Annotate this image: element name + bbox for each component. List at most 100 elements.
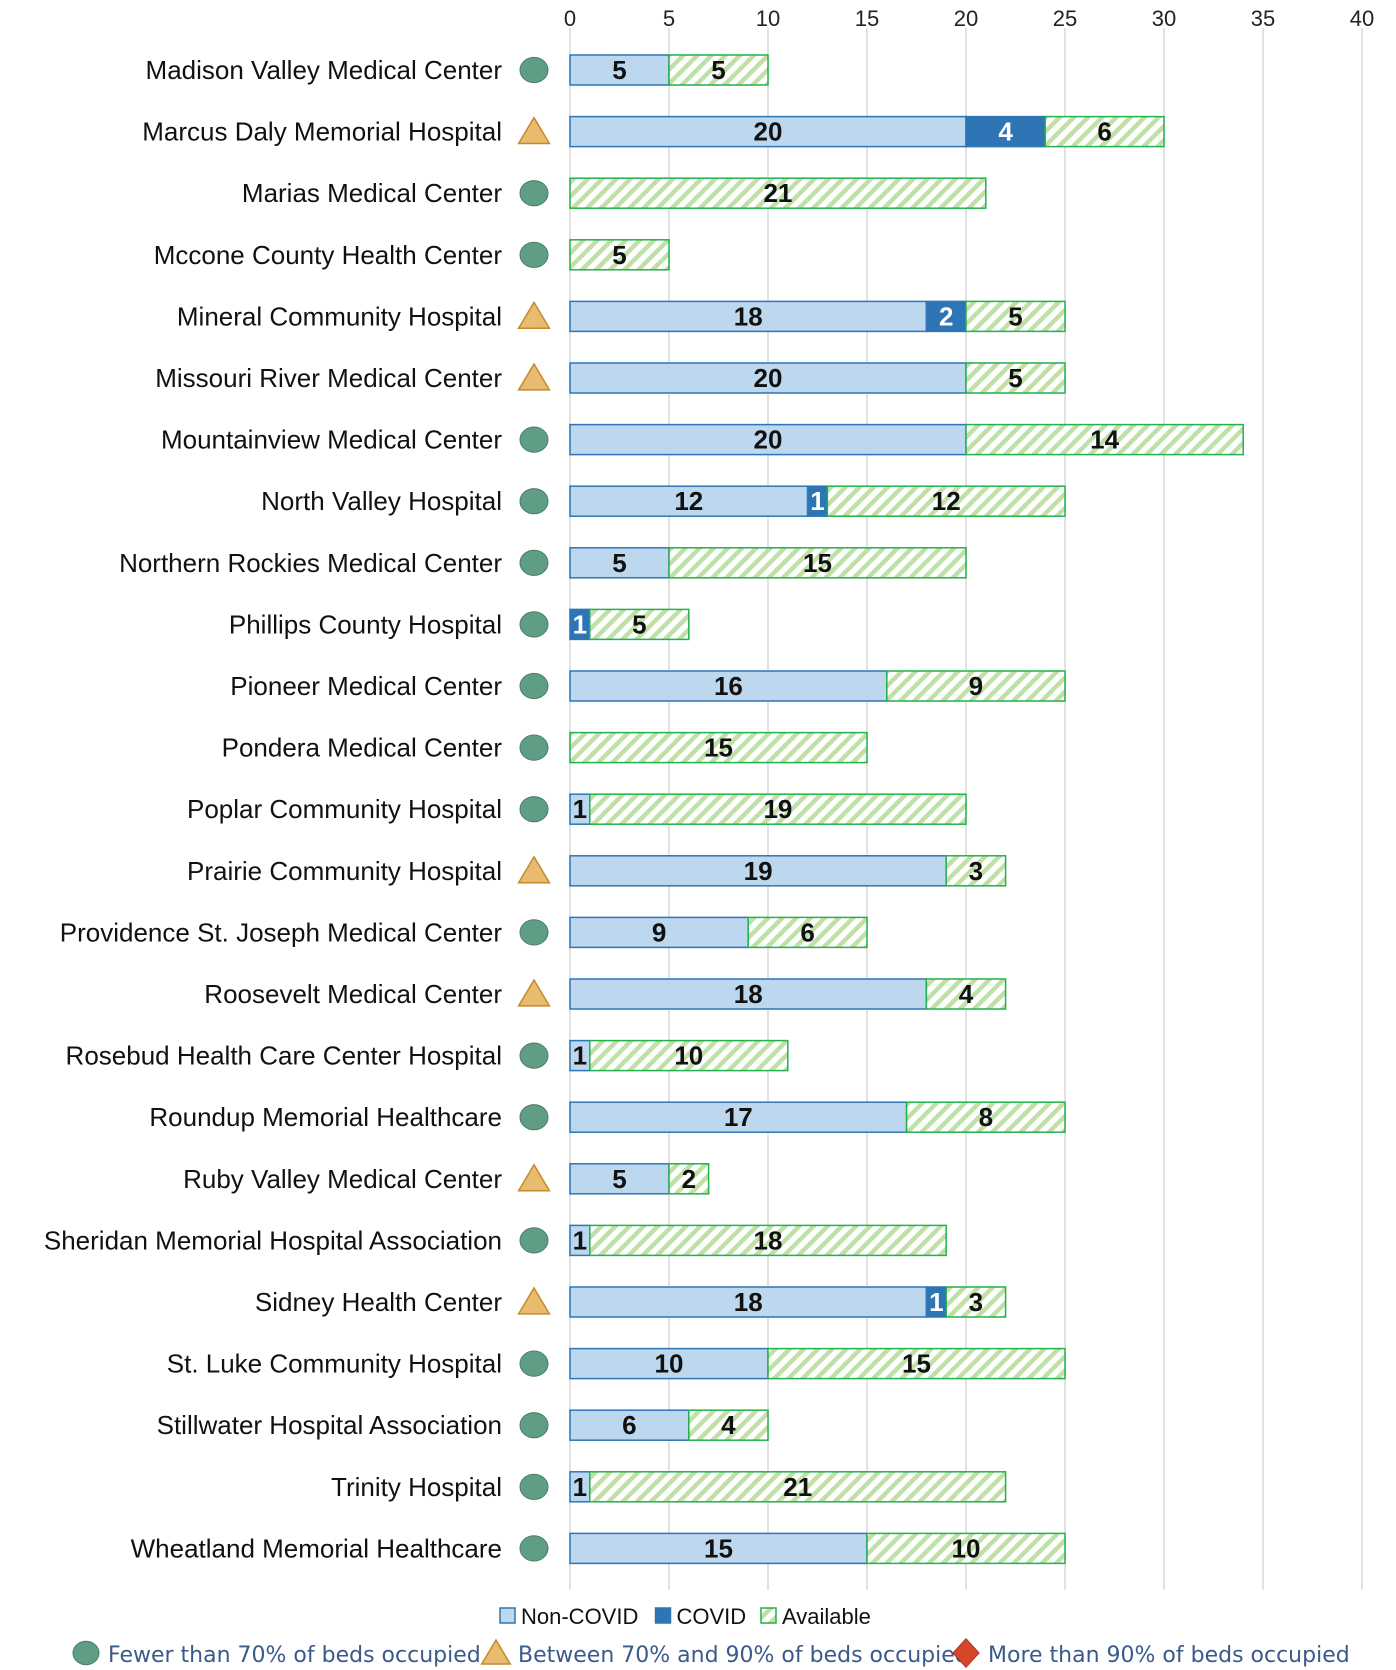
status-circle-icon bbox=[519, 1473, 549, 1500]
bar-available bbox=[589, 1471, 1007, 1503]
bar-non-covid bbox=[569, 1286, 928, 1318]
hospital-label: Roosevelt Medical Center bbox=[204, 979, 502, 1009]
hospital-label: Providence St. Joseph Medical Center bbox=[60, 917, 503, 947]
bar-available bbox=[569, 177, 987, 209]
bar-row: Mineral Community Hospital 18 2 5 bbox=[177, 300, 1066, 333]
bar-non-covid bbox=[569, 362, 967, 394]
legend-label: Available bbox=[782, 1604, 871, 1629]
data-label: 16 bbox=[714, 671, 743, 701]
x-tick-label: 30 bbox=[1152, 6, 1176, 31]
data-label: 5 bbox=[612, 1164, 626, 1194]
bar-non-covid bbox=[569, 547, 670, 579]
data-label: 6 bbox=[622, 1410, 636, 1440]
status-legend-label: More than 90% of beds occupied bbox=[988, 1643, 1350, 1668]
data-label: 21 bbox=[763, 178, 792, 208]
status-triangle-icon bbox=[517, 855, 551, 884]
data-label: 1 bbox=[929, 1287, 943, 1317]
x-tick-label: 20 bbox=[954, 6, 978, 31]
hospital-label: Roundup Memorial Healthcare bbox=[149, 1102, 502, 1132]
hospital-label: Trinity Hospital bbox=[331, 1472, 502, 1502]
x-axis-ticks: 0 5 10 15 20 25 30 35 40 bbox=[564, 6, 1374, 31]
status-circle-icon bbox=[519, 180, 549, 207]
data-label: 15 bbox=[704, 733, 733, 763]
data-label: 2 bbox=[939, 301, 953, 331]
bar-non-covid bbox=[569, 670, 888, 702]
hospital-label: Wheatland Memorial Healthcare bbox=[131, 1533, 502, 1563]
legend-swatch bbox=[760, 1607, 777, 1624]
status-circle-icon bbox=[519, 426, 549, 453]
data-label: 4 bbox=[721, 1410, 736, 1440]
data-label: 2 bbox=[682, 1164, 696, 1194]
bar-row: Pioneer Medical Center 16 9 bbox=[230, 670, 1066, 702]
bar-covid bbox=[925, 300, 967, 333]
bar-available bbox=[945, 855, 1007, 887]
data-label: 5 bbox=[1008, 363, 1022, 393]
status-circle-icon bbox=[519, 549, 549, 576]
data-label: 18 bbox=[734, 1287, 763, 1317]
hospital-label: Sidney Health Center bbox=[255, 1287, 502, 1317]
bar-covid bbox=[965, 115, 1046, 148]
bar-row: North Valley Hospital 12 1 12 bbox=[261, 485, 1066, 517]
data-label: 17 bbox=[724, 1102, 753, 1132]
x-tick-label: 0 bbox=[564, 6, 576, 31]
hospital-label: North Valley Hospital bbox=[261, 486, 502, 516]
bar-available bbox=[569, 731, 868, 764]
data-label: 20 bbox=[754, 363, 783, 393]
bar-available bbox=[1044, 115, 1165, 148]
hospital-label: St. Luke Community Hospital bbox=[167, 1349, 502, 1379]
bar-row: Pondera Medical Center 15 bbox=[222, 731, 868, 764]
data-label: 5 bbox=[1008, 301, 1022, 331]
status-circle-icon bbox=[519, 1535, 549, 1562]
data-label: 9 bbox=[652, 917, 666, 947]
data-label: 12 bbox=[674, 486, 703, 516]
data-label: 12 bbox=[932, 486, 961, 516]
status-circle-icon bbox=[519, 796, 549, 823]
bar-available bbox=[589, 793, 967, 825]
hospital-label: Prairie Community Hospital bbox=[187, 856, 502, 886]
data-label: 19 bbox=[763, 794, 792, 824]
data-label: 15 bbox=[902, 1349, 931, 1379]
bar-available bbox=[688, 1409, 769, 1441]
data-label: 10 bbox=[655, 1349, 684, 1379]
bar-row: Northern Rockies Medical Center 5 15 bbox=[119, 547, 967, 579]
data-label: 10 bbox=[674, 1041, 703, 1071]
data-label: 18 bbox=[754, 1225, 783, 1255]
hospital-label: Poplar Community Hospital bbox=[187, 794, 502, 824]
hospital-label: Madison Valley Medical Center bbox=[146, 55, 503, 85]
bar-row: Ruby Valley Medical Center 5 2 bbox=[183, 1163, 710, 1195]
bar-row: Sidney Health Center 18 1 3 bbox=[255, 1286, 1007, 1318]
status-legend-label: Between 70% and 90% of beds occupied bbox=[518, 1643, 969, 1668]
status-circle-icon bbox=[519, 1227, 549, 1254]
series-legend: Non-COVID COVID Available bbox=[499, 1604, 871, 1629]
bar-row: Mccone County Health Center 5 bbox=[154, 239, 670, 271]
hospital-label: Marias Medical Center bbox=[242, 178, 502, 208]
bar-row: Providence St. Joseph Medical Center 9 6 bbox=[60, 916, 868, 949]
bar-available bbox=[668, 547, 967, 579]
bar-row: Stillwater Hospital Association 6 4 bbox=[157, 1409, 769, 1441]
hospital-label: Rosebud Health Care Center Hospital bbox=[66, 1041, 502, 1071]
bar-available bbox=[905, 1101, 1066, 1133]
bar-available bbox=[569, 239, 670, 271]
bar-non-covid bbox=[569, 115, 967, 148]
legend-swatch bbox=[499, 1607, 516, 1624]
hospital-label: Marcus Daly Memorial Hospital bbox=[142, 117, 502, 147]
status-circle-icon bbox=[519, 1104, 549, 1131]
bar-available bbox=[945, 1286, 1007, 1318]
data-label: 6 bbox=[1097, 117, 1111, 147]
data-label: 18 bbox=[734, 979, 763, 1009]
data-label: 18 bbox=[734, 301, 763, 331]
data-label: 15 bbox=[704, 1533, 733, 1563]
hospital-label: Missouri River Medical Center bbox=[155, 363, 502, 393]
data-label: 1 bbox=[573, 1472, 587, 1502]
bar-row: Marias Medical Center 21 bbox=[242, 177, 987, 209]
bar-non-covid bbox=[569, 300, 928, 333]
data-label: 15 bbox=[803, 548, 832, 578]
hospital-label: Mccone County Health Center bbox=[154, 240, 503, 270]
data-label: 21 bbox=[783, 1472, 812, 1502]
bar-available bbox=[826, 485, 1066, 517]
legend-label: COVID bbox=[677, 1604, 747, 1629]
status-circle-icon bbox=[519, 1350, 549, 1377]
data-label: 14 bbox=[1090, 425, 1119, 455]
status-circle-icon bbox=[519, 611, 549, 638]
